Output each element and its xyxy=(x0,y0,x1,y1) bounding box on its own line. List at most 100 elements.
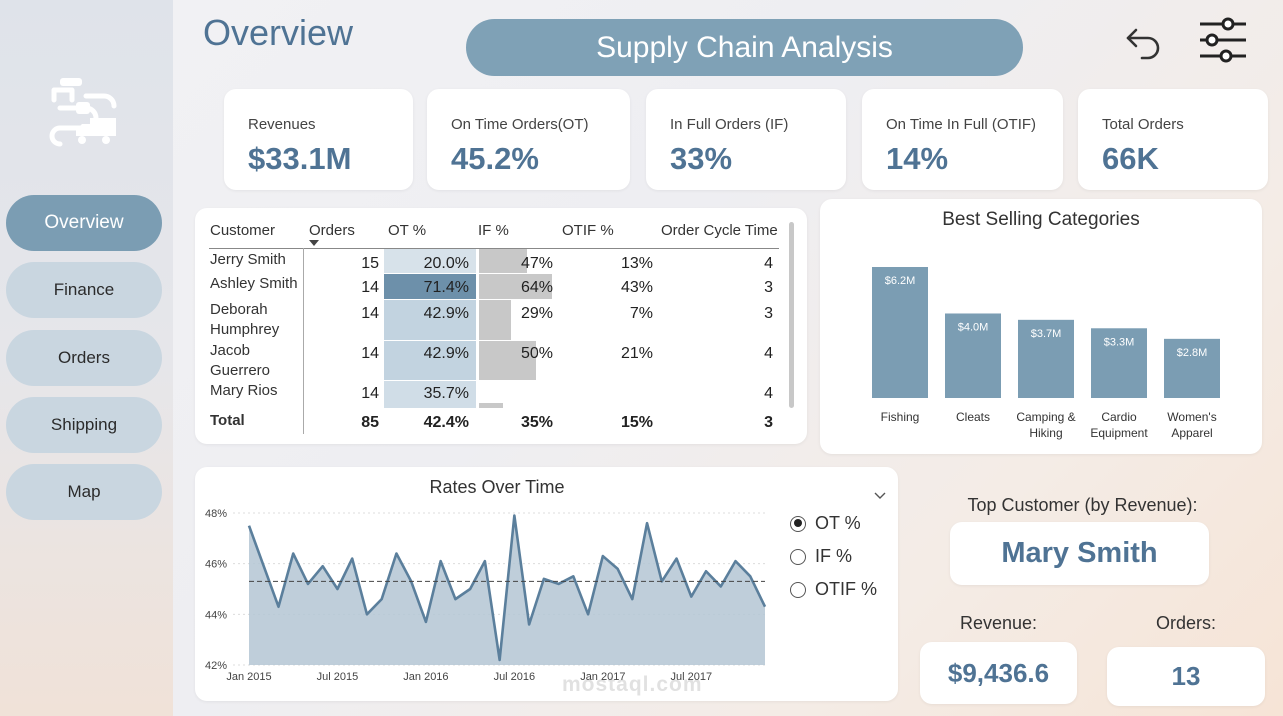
kpi-value: 14% xyxy=(886,141,949,176)
if-bar xyxy=(479,341,536,380)
table-cell-otif: 21% xyxy=(620,345,653,362)
category-axis-label: Camping & xyxy=(1016,410,1075,424)
kpi-card-in-full: In Full Orders (IF) 33% xyxy=(646,89,846,190)
table-cell-cycle: 4 xyxy=(764,385,773,402)
page-title: Overview xyxy=(203,12,354,53)
kpi-card-total-orders: Total Orders 66K xyxy=(1078,89,1268,190)
table-cell-ot: 20.0% xyxy=(423,255,469,272)
category-axis-label: Fishing xyxy=(881,410,920,424)
table-cell-orders: 14 xyxy=(361,279,379,296)
x-tick-label: Jul 2015 xyxy=(317,671,359,683)
nav-orders[interactable]: Orders xyxy=(6,330,162,386)
radio-label: OT % xyxy=(815,513,861,533)
col-header-customer[interactable]: Customer xyxy=(210,222,276,239)
categories-chart-title: Best Selling Categories xyxy=(942,209,1140,230)
nav-overview[interactable]: Overview xyxy=(6,195,162,251)
table-cell-orders: 14 xyxy=(361,345,379,362)
col-header-otif[interactable]: OTIF % xyxy=(562,222,614,239)
table-scrollbar[interactable] xyxy=(789,222,794,408)
nav-map[interactable]: Map xyxy=(6,464,162,520)
x-tick-label: Jan 2016 xyxy=(403,671,448,683)
table-cell-orders: 14 xyxy=(361,305,379,322)
table-cell-customer: Deborah Humphrey xyxy=(210,301,280,338)
category-axis-label: Cleats xyxy=(956,410,990,424)
table-cell-customer: Jerry Smith xyxy=(210,251,286,268)
y-tick-label: 42% xyxy=(205,660,227,672)
col-header-orders[interactable]: Orders xyxy=(309,222,355,239)
dashboard-banner: Supply Chain Analysis xyxy=(466,19,1023,76)
radio-unselected-icon[interactable] xyxy=(790,581,806,598)
kpi-value: 33% xyxy=(670,141,733,176)
table-cell-cycle: 4 xyxy=(764,255,773,272)
top-customer-revenue: $9,436.6 xyxy=(920,642,1077,704)
radio-otif[interactable]: OTIF % xyxy=(790,579,877,600)
col-header-ot[interactable]: OT % xyxy=(388,222,427,239)
x-tick-label: Jan 2017 xyxy=(580,671,625,683)
radio-ot[interactable]: OT % xyxy=(790,513,861,534)
x-tick-label: Jul 2017 xyxy=(670,671,712,683)
table-cell-ot: 42.9% xyxy=(423,305,469,322)
ot-bar xyxy=(384,249,476,273)
supply-chain-logo-icon xyxy=(49,78,117,147)
col-header-cycle[interactable]: Order Cycle Time xyxy=(661,222,778,239)
table-cell-if: 47% xyxy=(520,255,553,272)
top-customer-orders: 13 xyxy=(1107,647,1265,706)
column-divider xyxy=(303,248,304,434)
chevron-down-icon[interactable] xyxy=(874,492,886,500)
if-bar xyxy=(479,403,503,408)
kpi-label: Revenues xyxy=(248,116,316,133)
radio-label: IF % xyxy=(815,546,853,566)
category-bar-label: $6.2M xyxy=(885,275,916,287)
table-cell-if: 50% xyxy=(520,345,553,362)
category-axis-label: Cardio xyxy=(1101,410,1137,424)
x-tick-label: Jan 2015 xyxy=(226,671,271,683)
ot-bar xyxy=(384,274,476,299)
customer-table: Customer Orders OT % IF % OTIF % Order C… xyxy=(195,208,807,444)
orders-label: Orders: xyxy=(1155,613,1216,633)
table-total-ot: 42.4% xyxy=(423,414,469,431)
categories-bar-chart: $6.2M Fishing $4.0M Cleats $3.7M Camping & Hik… xyxy=(872,267,1220,440)
category-axis-label: Hiking xyxy=(1029,426,1062,440)
nav-finance[interactable]: Finance xyxy=(6,262,162,318)
rates-chart-title: Rates Over Time xyxy=(429,477,565,497)
kpi-value: $33.1M xyxy=(248,141,352,176)
radio-selected-icon[interactable] xyxy=(790,515,806,532)
back-arrow-icon[interactable] xyxy=(1122,20,1166,64)
radio-if[interactable]: IF % xyxy=(790,546,852,567)
kpi-card-revenues: Revenues $33.1M xyxy=(224,89,413,190)
kpi-card-on-time: On Time Orders(OT) 45.2% xyxy=(427,89,630,190)
sort-desc-icon xyxy=(309,240,319,246)
best-selling-categories-card: Best Selling Categories $6.2M Fishing $4.0… xyxy=(820,199,1262,454)
top-customer-heading: Top Customer (by Revenue): xyxy=(967,495,1198,515)
if-bar xyxy=(479,274,552,299)
col-header-if[interactable]: IF % xyxy=(478,222,509,239)
filter-sliders-icon[interactable] xyxy=(1196,15,1250,65)
category-bar xyxy=(1164,338,1220,398)
table-total-otif: 15% xyxy=(620,414,653,431)
kpi-value: 45.2% xyxy=(451,141,539,176)
table-cell-cycle: 3 xyxy=(764,305,773,322)
watermark: mostaql.com xyxy=(562,673,703,696)
kpi-label: Total Orders xyxy=(1102,116,1184,133)
table-cell-ot: 42.9% xyxy=(423,345,469,362)
nav-shipping[interactable]: Shipping xyxy=(6,397,162,453)
y-tick-label: 44% xyxy=(205,609,227,621)
table-cell-otif: 7% xyxy=(629,305,653,322)
table-cell-if: 64% xyxy=(520,279,553,296)
ot-bar xyxy=(384,381,476,408)
table-total-label: Total xyxy=(210,412,245,429)
table-cell-ot: 71.4% xyxy=(423,279,469,296)
rates-over-time-card: Rates Over Time 48% 46% 44% 42% Jan 2015 Jul … xyxy=(195,467,898,701)
x-tick-label: Jul 2016 xyxy=(494,671,536,683)
header-divider xyxy=(209,248,779,249)
table-cell-ot: 35.7% xyxy=(423,385,469,402)
category-bar-label: $3.3M xyxy=(1104,336,1135,348)
ot-series-line xyxy=(247,514,767,662)
revenue-label: Revenue: xyxy=(959,613,1038,633)
kpi-value: 66K xyxy=(1102,141,1159,176)
table-cell-cycle: 3 xyxy=(764,279,773,296)
sidebar: Overview Finance Orders Shipping Map xyxy=(0,0,173,716)
kpi-card-otif: On Time In Full (OTIF) 14% xyxy=(862,89,1063,190)
radio-unselected-icon[interactable] xyxy=(790,548,806,565)
if-bar xyxy=(479,249,527,273)
